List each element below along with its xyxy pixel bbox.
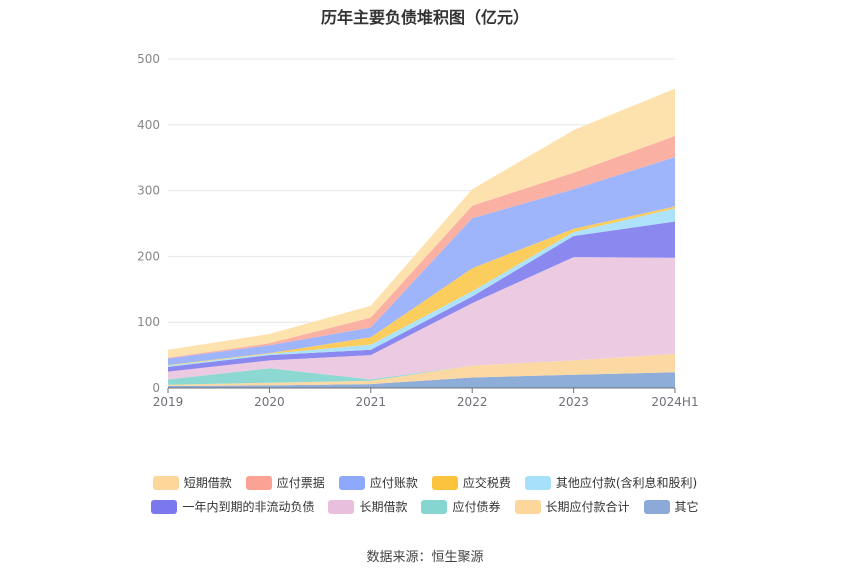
legend-item[interactable]: 应付债券 <box>421 498 501 515</box>
legend-item[interactable]: 应付票据 <box>245 474 325 491</box>
legend-item[interactable]: 长期应付款合计 <box>514 498 630 515</box>
x-tick-label: 2019 <box>153 395 184 409</box>
axes: 0 100 200 300 400 500 2019 2020 2021 2022 2023 2024… <box>137 52 699 409</box>
legend-item[interactable]: 短期借款 <box>152 474 232 491</box>
legend-label: 应付票据 <box>276 476 325 490</box>
area-series-6 <box>168 206 675 366</box>
area-series-2 <box>168 353 675 385</box>
legend-label: 一年内到期的非流动负债 <box>182 500 315 514</box>
legend-label: 应付账款 <box>369 476 418 490</box>
y-tick-label: 400 <box>137 118 160 132</box>
legend-swatch <box>421 499 448 514</box>
area-series-4 <box>168 221 675 372</box>
legend-swatch <box>524 475 551 490</box>
y-tick-label: 100 <box>137 315 160 329</box>
legend-swatch <box>338 475 365 490</box>
area-series-5 <box>168 208 675 367</box>
legend-swatch <box>643 499 670 514</box>
legend-label: 长期借款 <box>359 500 408 514</box>
legend-label: 应付债券 <box>452 500 501 514</box>
y-tick-label: 300 <box>137 184 160 198</box>
y-tick-label: 500 <box>137 52 160 66</box>
legend-item[interactable]: 长期借款 <box>328 498 407 515</box>
legend-row: 一年内到期的非流动负债 长期借款 应付债券 长期应付款合计 其它 <box>0 498 850 515</box>
legend-swatch <box>152 475 179 490</box>
data-source: 数据来源：恒生聚源 <box>366 550 484 565</box>
legend-row: 短期借款 应付票据 应付账款 应交税费 其他应付款(含利息和股利) <box>0 474 850 491</box>
area-series <box>168 88 675 388</box>
area-series-8 <box>168 136 675 359</box>
area-series-7 <box>168 157 675 365</box>
legend-item[interactable]: 其它 <box>643 498 699 515</box>
legend-item[interactable]: 一年内到期的非流动负债 <box>151 498 314 515</box>
legend-label: 其他应付款(含利息和股利) <box>555 476 698 490</box>
area-series-0 <box>168 372 675 388</box>
legend-swatch <box>151 499 178 514</box>
legend-label: 短期借款 <box>183 476 232 490</box>
x-tick-label: 2020 <box>254 395 285 409</box>
chart-title: 历年主要负债堆积图（亿元） <box>320 8 529 27</box>
y-tick-label: 200 <box>137 249 160 263</box>
legend-item[interactable]: 应付账款 <box>338 474 418 491</box>
legend-swatch <box>431 475 458 490</box>
area-series-3 <box>168 257 675 380</box>
x-tick-label: 2024H1 <box>651 395 698 409</box>
x-tick-label: 2021 <box>356 395 387 409</box>
legend-label: 长期应付款合计 <box>545 500 630 514</box>
legend-swatch <box>514 499 541 514</box>
legend-item[interactable]: 其他应付款(含利息和股利) <box>524 474 698 491</box>
legend-swatch <box>328 499 355 514</box>
y-tick-label: 0 <box>152 381 160 395</box>
area-series-1 <box>168 353 675 386</box>
area-series-9 <box>168 88 675 358</box>
stacked-area-chart: 0 100 200 300 400 500 2019 2020 2021 2022 2023 2024… <box>137 52 699 409</box>
x-tick-label: 2023 <box>558 395 589 409</box>
legend-item[interactable]: 应交税费 <box>431 474 511 491</box>
x-tick-label: 2022 <box>457 395 488 409</box>
legend-label: 其它 <box>674 500 699 514</box>
legend-swatch <box>245 475 272 490</box>
legend-label: 应交税费 <box>462 476 511 490</box>
